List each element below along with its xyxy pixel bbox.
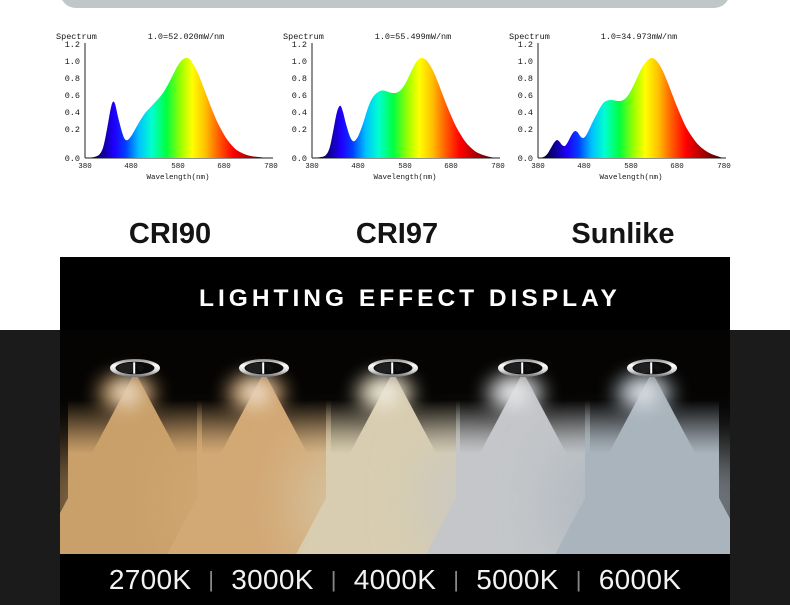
svg-text:580: 580: [398, 163, 412, 171]
svg-text:480: 480: [577, 163, 591, 171]
svg-text:580: 580: [624, 163, 638, 171]
svg-text:0.8: 0.8: [292, 74, 307, 84]
svg-text:1.0=52.020mW/nm: 1.0=52.020mW/nm: [148, 32, 225, 42]
svg-text:680: 680: [670, 163, 684, 171]
svg-text:Wavelength(nm): Wavelength(nm): [146, 174, 209, 182]
svg-text:Wavelength(nm): Wavelength(nm): [373, 174, 436, 182]
svg-text:0.2: 0.2: [518, 125, 533, 135]
svg-text:0.6: 0.6: [518, 91, 533, 101]
svg-text:1.2: 1.2: [292, 40, 307, 50]
svg-text:780: 780: [264, 163, 278, 171]
svg-text:0.6: 0.6: [292, 91, 307, 101]
svg-text:0.6: 0.6: [65, 91, 80, 101]
svg-text:0.2: 0.2: [292, 125, 307, 135]
svg-text:0.2: 0.2: [65, 125, 80, 135]
svg-text:580: 580: [171, 163, 185, 171]
svg-text:0.4: 0.4: [518, 108, 533, 118]
svg-text:0.4: 0.4: [65, 108, 80, 118]
svg-text:380: 380: [531, 163, 545, 171]
svg-text:680: 680: [444, 163, 458, 171]
svg-text:1.0: 1.0: [518, 57, 533, 67]
svg-text:Wavelength(nm): Wavelength(nm): [599, 174, 662, 182]
svg-text:480: 480: [124, 163, 138, 171]
svg-text:1.0: 1.0: [292, 57, 307, 67]
svg-text:0.8: 0.8: [518, 74, 533, 84]
svg-text:480: 480: [351, 163, 365, 171]
svg-text:1.0=34.973mW/nm: 1.0=34.973mW/nm: [601, 32, 678, 42]
svg-text:780: 780: [717, 163, 731, 171]
svg-text:1.2: 1.2: [518, 40, 533, 50]
svg-text:780: 780: [491, 163, 505, 171]
svg-text:1.0=55.499mW/nm: 1.0=55.499mW/nm: [375, 32, 452, 42]
svg-text:0.4: 0.4: [292, 108, 307, 118]
svg-text:380: 380: [305, 163, 319, 171]
svg-text:1.0: 1.0: [65, 57, 80, 67]
svg-text:1.2: 1.2: [65, 40, 80, 50]
svg-text:0.8: 0.8: [65, 74, 80, 84]
svg-text:380: 380: [78, 163, 92, 171]
svg-text:680: 680: [217, 163, 231, 171]
